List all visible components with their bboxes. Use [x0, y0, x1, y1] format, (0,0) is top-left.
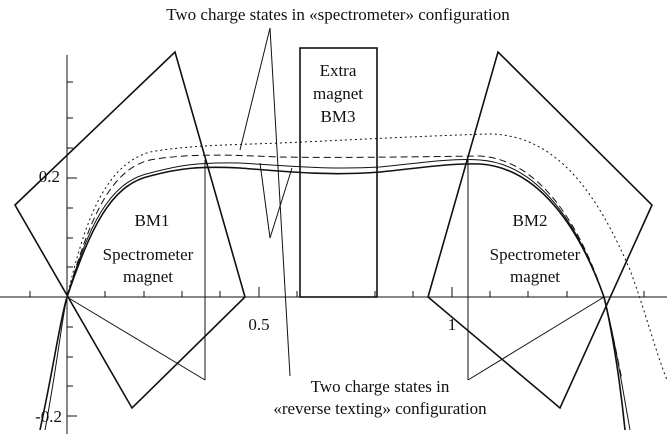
x-tick-label: 1: [448, 315, 457, 334]
magnet-label: BM3: [321, 107, 356, 126]
magnet-label: Spectrometer: [103, 245, 194, 264]
x-tick-label: 0.5: [248, 315, 269, 334]
annotation: Two charge states in «spectrometer» conf…: [166, 5, 510, 24]
magnet-label: Spectrometer: [490, 245, 581, 264]
annotation: «reverse texting» configuration: [273, 399, 487, 418]
magnet-label: BM1: [135, 211, 170, 230]
magnet-label: magnet: [123, 267, 173, 286]
axes: [0, 55, 667, 434]
magnet-label: Extra: [320, 61, 357, 80]
y-tick-label: -0.2: [35, 407, 62, 426]
y-tick-label: 0.2: [39, 167, 60, 186]
trajectories: [39, 133, 667, 431]
magnet-label: magnet: [510, 267, 560, 286]
annotation: Two charge states in: [311, 377, 450, 396]
magnet-label: magnet: [313, 84, 363, 103]
pointer-lines: [239, 27, 293, 377]
magnet-label: BM2: [513, 211, 548, 230]
